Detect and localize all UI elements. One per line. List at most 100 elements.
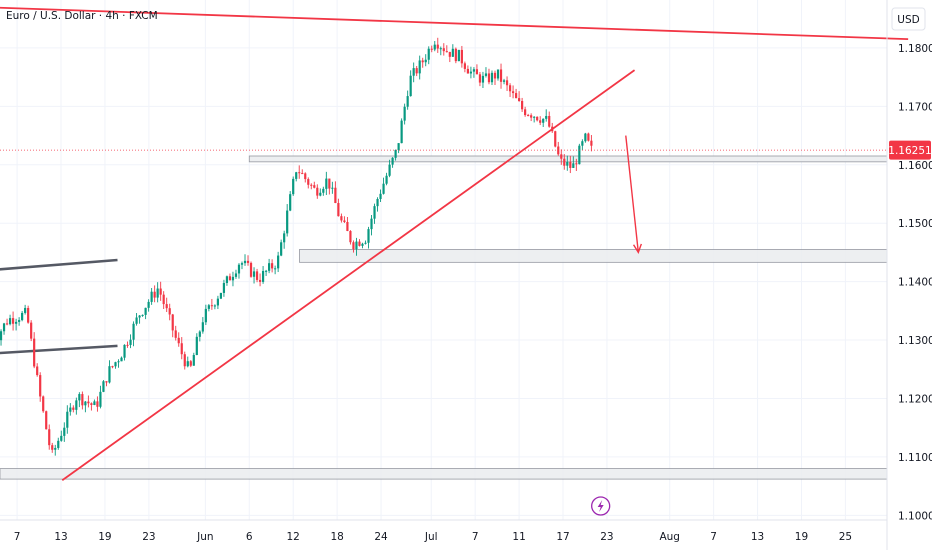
candle-body (382, 183, 385, 194)
candle-body (283, 233, 286, 243)
candle-body (316, 187, 319, 196)
candle-body (490, 72, 494, 83)
trend-drawings[interactable] (0, 6, 909, 482)
x-tick-label: 17 (556, 531, 569, 543)
candles[interactable] (0, 37, 593, 456)
candle-body (280, 242, 283, 256)
candle-body (545, 115, 548, 119)
candle-body (159, 288, 162, 295)
y-tick-label: 1.14000 (898, 277, 932, 289)
candle-body (548, 115, 551, 127)
candle-body (240, 263, 244, 265)
candle-body (554, 131, 557, 147)
support-zone-2[interactable] (299, 249, 888, 263)
candle-body (72, 407, 75, 410)
x-tick-label: 11 (512, 531, 525, 543)
candle-body (48, 429, 51, 446)
currency-button[interactable]: USD (891, 7, 926, 31)
candle-body (518, 98, 521, 102)
candle-body (90, 403, 93, 405)
y-tick-label: 1.11000 (898, 452, 932, 464)
candle-body (466, 68, 469, 74)
x-tick-label: 7 (710, 531, 717, 543)
candle-body (81, 394, 84, 406)
candle-body (560, 154, 563, 159)
candle-body (563, 158, 566, 166)
candle-body (18, 320, 21, 322)
candle-body (394, 149, 397, 158)
event-lightning-icon[interactable] (591, 496, 611, 516)
candle-body (412, 68, 415, 76)
x-tick-label: 19 (795, 531, 808, 543)
candle-body (5, 323, 9, 325)
candle-body (385, 175, 388, 184)
candle-body (430, 48, 433, 50)
candle-body (502, 80, 506, 82)
candle-body (84, 401, 87, 406)
candle-body (346, 221, 349, 232)
candle-body (352, 242, 355, 250)
candle-body (30, 322, 33, 339)
candle-body (370, 218, 373, 230)
support-zone-1[interactable] (248, 155, 888, 163)
candle-body (358, 241, 361, 246)
rising-trendline[interactable] (61, 69, 636, 482)
candle-body (207, 305, 210, 309)
price-axis[interactable]: 1.18000 1.17000 1.16000 1.15000 1.14000 1.130… (898, 43, 932, 522)
candle-body (340, 216, 343, 221)
candle-body (424, 59, 427, 63)
candle-body (397, 143, 400, 150)
candle-body (93, 401, 96, 405)
x-tick-label: 13 (751, 531, 764, 543)
candle-body (75, 400, 78, 410)
projection-arrow-shaft[interactable] (625, 135, 640, 253)
candle-body (349, 231, 352, 243)
candle-body (99, 391, 102, 407)
x-tick-label: Aug (659, 531, 680, 543)
candle-body (388, 164, 391, 176)
candle-body (566, 161, 569, 166)
candle-body (289, 194, 292, 211)
candle-body (457, 49, 460, 62)
y-tick-label: 1.16000 (898, 160, 932, 172)
candle-body (237, 264, 241, 274)
candle-body (319, 192, 322, 196)
y-tick-label: 1.18000 (898, 43, 932, 55)
candle-body (524, 109, 527, 116)
dark-line-lower[interactable] (0, 344, 118, 355)
candle-body (147, 301, 150, 308)
candle-body (403, 106, 406, 121)
candle-body (584, 133, 587, 142)
candle-body (313, 185, 316, 188)
support-zone-3[interactable] (0, 468, 888, 480)
candle-body (180, 343, 183, 355)
candle-body (418, 60, 421, 74)
candle-body (304, 173, 307, 180)
candle-body (460, 49, 463, 64)
candle-body (508, 85, 512, 92)
candle-body (105, 381, 108, 383)
candle-body (575, 163, 578, 165)
candle-body (36, 366, 39, 376)
x-tick-label: Jul (424, 531, 438, 543)
time-axis[interactable]: 7 13 19 23 Jun 6 12 18 24 Jul 7 11 17 23 Aug 7 13 19 25 (14, 531, 852, 543)
dark-line-upper[interactable] (0, 258, 118, 271)
x-tick-label: 13 (54, 531, 67, 543)
candle-body (581, 141, 584, 146)
candle-body (496, 69, 500, 79)
upper-trendline[interactable] (0, 6, 909, 41)
x-tick-label: 6 (246, 531, 253, 543)
x-tick-label: 23 (600, 531, 613, 543)
candle-body (192, 354, 195, 366)
candle-body (219, 292, 223, 299)
candle-body (478, 74, 482, 83)
candle-body (141, 314, 144, 316)
candle-body (337, 203, 340, 217)
candle-body (421, 60, 424, 63)
candle-body (183, 354, 186, 367)
candle-body (129, 339, 132, 345)
candle-body (514, 93, 518, 99)
candle-body (533, 116, 536, 118)
candle-body (539, 120, 542, 123)
